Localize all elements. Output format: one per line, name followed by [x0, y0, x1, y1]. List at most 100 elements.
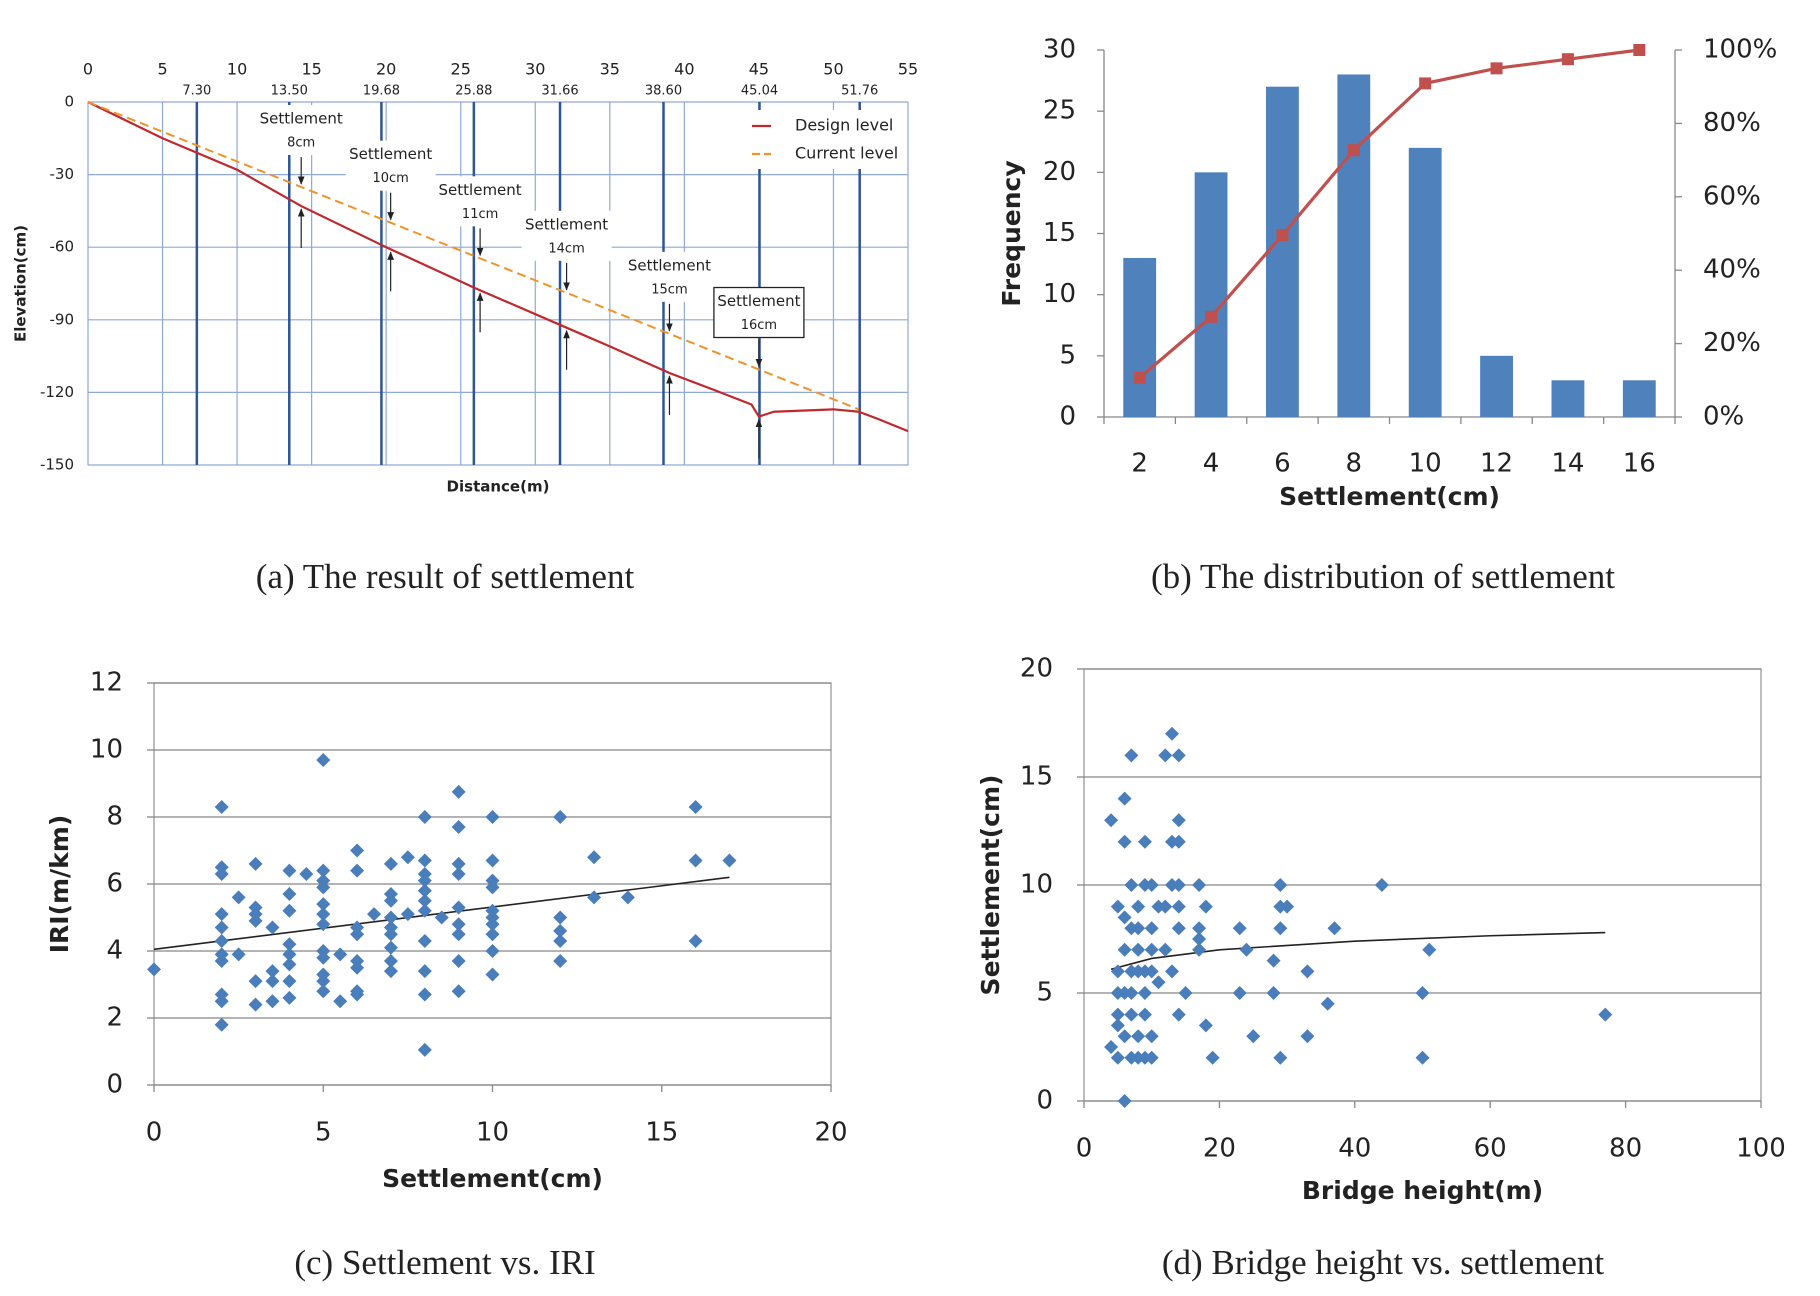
x-tick-label: 8	[1346, 449, 1363, 479]
point	[1280, 899, 1295, 914]
x-tick-label: 15	[645, 1118, 678, 1148]
point	[383, 893, 398, 908]
y-tick-label: 15	[1043, 218, 1076, 248]
point	[417, 883, 432, 898]
annotation-text: 16cm	[741, 318, 777, 333]
x-tick-label: 10	[227, 60, 247, 79]
point	[485, 853, 500, 868]
x-tick-label: 40	[1338, 1134, 1371, 1164]
point	[1131, 899, 1146, 914]
point	[383, 954, 398, 969]
x-tick-label: 80	[1609, 1134, 1642, 1164]
point	[1137, 834, 1152, 849]
section-label: 45.04	[741, 84, 778, 99]
x-axis-label: Bridge height(m)	[1302, 1176, 1543, 1205]
annotation-box	[713, 286, 805, 339]
bar	[1194, 172, 1228, 417]
point	[1198, 1018, 1213, 1033]
point	[485, 810, 500, 824]
annotation-title: Settlement	[525, 215, 608, 233]
point	[299, 866, 314, 881]
point	[1320, 996, 1335, 1011]
point	[1198, 899, 1213, 914]
legend-box	[741, 110, 902, 169]
x-tick-label: 50	[823, 60, 843, 79]
point	[451, 984, 466, 999]
series-marker	[1561, 53, 1574, 66]
point	[485, 880, 500, 895]
point	[400, 850, 415, 865]
point	[1171, 813, 1186, 828]
point	[265, 974, 280, 989]
point	[417, 933, 432, 948]
point	[1165, 726, 1180, 741]
annotation-text: 11cm	[462, 207, 498, 222]
series-line	[1138, 48, 1640, 379]
point	[265, 920, 280, 935]
x-tick-label: 100	[1736, 1134, 1786, 1164]
point	[316, 880, 331, 895]
annotation-box	[624, 251, 715, 302]
section-label: 51.76	[841, 84, 878, 99]
point	[1117, 834, 1132, 849]
point	[1171, 878, 1186, 892]
annotation-text: 15cm	[651, 282, 687, 297]
point	[1117, 910, 1132, 925]
point	[1158, 899, 1173, 914]
annotation-title: Settlement	[349, 145, 432, 163]
point	[485, 927, 500, 942]
point	[688, 853, 703, 868]
trendline	[1110, 931, 1606, 971]
annotation-text: 8cm	[287, 136, 315, 151]
point	[1178, 986, 1193, 1000]
series-line	[87, 101, 909, 433]
point	[1131, 942, 1146, 957]
section-label: 25.88	[455, 84, 492, 99]
point	[282, 990, 297, 1005]
x-tick-label: 0	[146, 1118, 163, 1148]
y-tick-label: 5	[1059, 340, 1076, 370]
point	[1117, 942, 1132, 957]
x-tick-label: 0	[83, 60, 93, 79]
series-marker	[1490, 62, 1503, 75]
point	[553, 954, 568, 969]
point	[350, 843, 365, 858]
point	[553, 910, 568, 925]
y-tick-label: 10	[1043, 279, 1076, 309]
point	[1266, 986, 1281, 1000]
point	[1110, 1007, 1125, 1022]
point	[1192, 921, 1207, 936]
y2-tick-label: 60%	[1703, 181, 1761, 211]
legend-label: Design level	[795, 116, 893, 135]
x-axis-label: Settlement(cm)	[1279, 482, 1500, 511]
point	[282, 887, 297, 902]
point	[350, 927, 365, 942]
point	[1144, 878, 1159, 892]
x-axis-label: Distance(m)	[447, 478, 550, 496]
y-tick-label: 0	[1059, 402, 1076, 432]
x-tick-label: 60	[1474, 1134, 1507, 1164]
x-tick-label: 6	[1274, 449, 1291, 479]
annotation-box	[521, 210, 612, 261]
point	[214, 933, 229, 948]
annotation-box	[345, 140, 436, 191]
series-marker	[1276, 228, 1289, 241]
bar	[1266, 86, 1299, 417]
point	[451, 900, 466, 915]
y-tick-label: 8	[106, 802, 123, 832]
point	[1131, 921, 1146, 936]
point	[688, 933, 703, 948]
point	[688, 799, 703, 814]
y-tick-label: 20	[1020, 654, 1053, 684]
point	[553, 923, 568, 938]
point	[282, 863, 297, 878]
point	[1374, 878, 1389, 892]
point	[1192, 942, 1207, 957]
x-tick-label: 30	[525, 60, 545, 79]
point	[214, 1017, 229, 1032]
point	[1104, 1040, 1119, 1054]
y-axis-label: Elevation(cm)	[12, 225, 30, 342]
point	[1144, 921, 1159, 936]
x-tick-label: 0	[1076, 1134, 1093, 1164]
